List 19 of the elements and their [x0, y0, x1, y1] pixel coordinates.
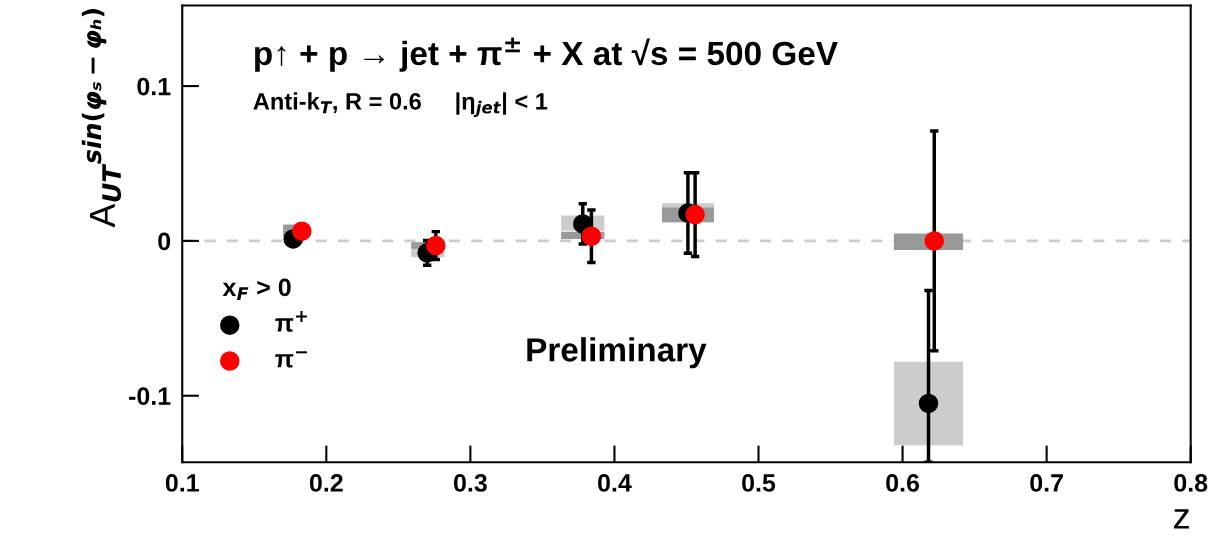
x-tick-label: 0.3 — [453, 474, 487, 492]
x-axis-title: z — [1174, 509, 1189, 529]
y-axis-title: A$_{UT}$$^{sin(φₛ−φₕ)}$ — [81, 9, 122, 228]
text: p↑ + p → jet + π$^{±}$ + X at √s = 500 GeV — [255, 37, 838, 72]
x-tick-label: 0.8 — [1174, 474, 1208, 492]
x-tick-label: 0.5 — [742, 474, 776, 492]
x-tick-label: 0.4 — [598, 474, 632, 492]
x-tick-label: 0.1 — [165, 474, 199, 492]
legend-label: π$^{−}$ — [275, 351, 307, 368]
text: Anti-k$_{T}$, R = 0.6 |η$_{jet}$| < 1 — [253, 92, 548, 117]
legend-title: x$_{F}$ > 0 — [222, 278, 291, 301]
x-tick-label: 0.6 — [886, 474, 920, 492]
annotation: Preliminary — [527, 337, 707, 369]
y-tick-label: 0.1 — [137, 77, 171, 96]
y-tick-label: -0.1 — [129, 387, 171, 406]
legend-label: π$^{+}$ — [275, 311, 307, 332]
y-tick-label: 0 — [158, 232, 171, 251]
x-tick-label: 0.7 — [1030, 474, 1063, 492]
x-tick-label: 0.2 — [309, 474, 343, 492]
